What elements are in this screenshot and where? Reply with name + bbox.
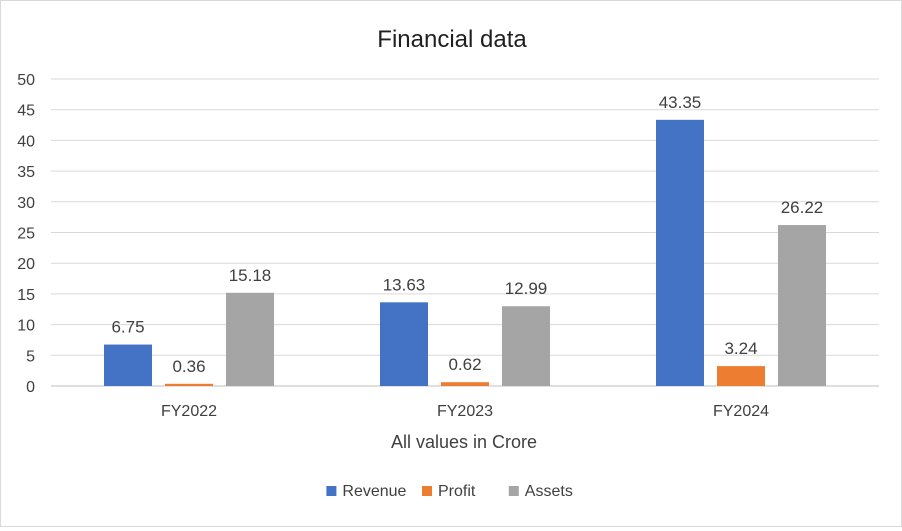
legend-swatch-profit xyxy=(422,486,432,496)
bar-assets-fy2022 xyxy=(226,292,274,386)
data-label: 0.36 xyxy=(172,357,205,376)
chart-title: Financial data xyxy=(377,26,527,53)
y-tick-label: 30 xyxy=(17,195,35,212)
data-label: 12.99 xyxy=(505,279,548,298)
data-label: 15.18 xyxy=(229,266,272,285)
y-tick-label: 45 xyxy=(17,103,35,120)
data-label: 0.62 xyxy=(448,355,481,374)
y-tick-label: 10 xyxy=(17,318,35,335)
y-tick-label: 40 xyxy=(17,133,35,150)
y-tick-label: 25 xyxy=(17,226,35,243)
y-tick-label: 15 xyxy=(17,287,35,304)
legend-swatch-revenue xyxy=(326,486,337,496)
y-axis: 0 5 10 15 20 25 30 35 40 45 50 xyxy=(17,72,35,396)
data-label: 26.22 xyxy=(781,198,824,217)
legend-swatch-assets xyxy=(508,486,519,496)
bars xyxy=(104,119,826,387)
x-axis-title: All values in Crore xyxy=(391,432,537,452)
y-tick-label: 50 xyxy=(17,72,35,89)
y-tick-label: 35 xyxy=(17,164,35,181)
bar-profit-fy2023 xyxy=(441,382,489,386)
bar-revenue-fy2024 xyxy=(656,119,704,387)
bar-assets-fy2023 xyxy=(502,306,550,386)
legend-label-assets: Assets xyxy=(525,483,573,500)
data-label: 13.63 xyxy=(383,275,426,294)
legend-label-profit: Profit xyxy=(438,483,476,500)
x-tick-label: FY2022 xyxy=(161,403,217,420)
gridlines xyxy=(51,78,879,387)
data-label: 6.75 xyxy=(111,318,144,337)
data-label: 3.24 xyxy=(724,339,757,358)
y-tick-label: 20 xyxy=(17,256,35,273)
x-axis: FY2022 FY2023 FY2024 xyxy=(161,403,769,420)
bar-profit-fy2024 xyxy=(717,366,765,386)
data-labels: 6.75 0.36 15.18 13.63 0.62 12.99 43.35 3.24 26.2… xyxy=(111,93,823,376)
legend: Revenue Profit Assets xyxy=(326,483,573,500)
x-tick-label: FY2024 xyxy=(713,403,769,420)
y-tick-label: 5 xyxy=(26,348,35,365)
data-label: 43.35 xyxy=(659,93,702,112)
bar-revenue-fy2022 xyxy=(104,344,152,386)
legend-label-revenue: Revenue xyxy=(342,483,406,500)
bar-assets-fy2024 xyxy=(778,225,826,386)
x-tick-label: FY2023 xyxy=(437,403,493,420)
bar-revenue-fy2023 xyxy=(380,302,428,386)
bar-profit-fy2022 xyxy=(165,383,213,386)
y-tick-label: 0 xyxy=(26,379,35,396)
